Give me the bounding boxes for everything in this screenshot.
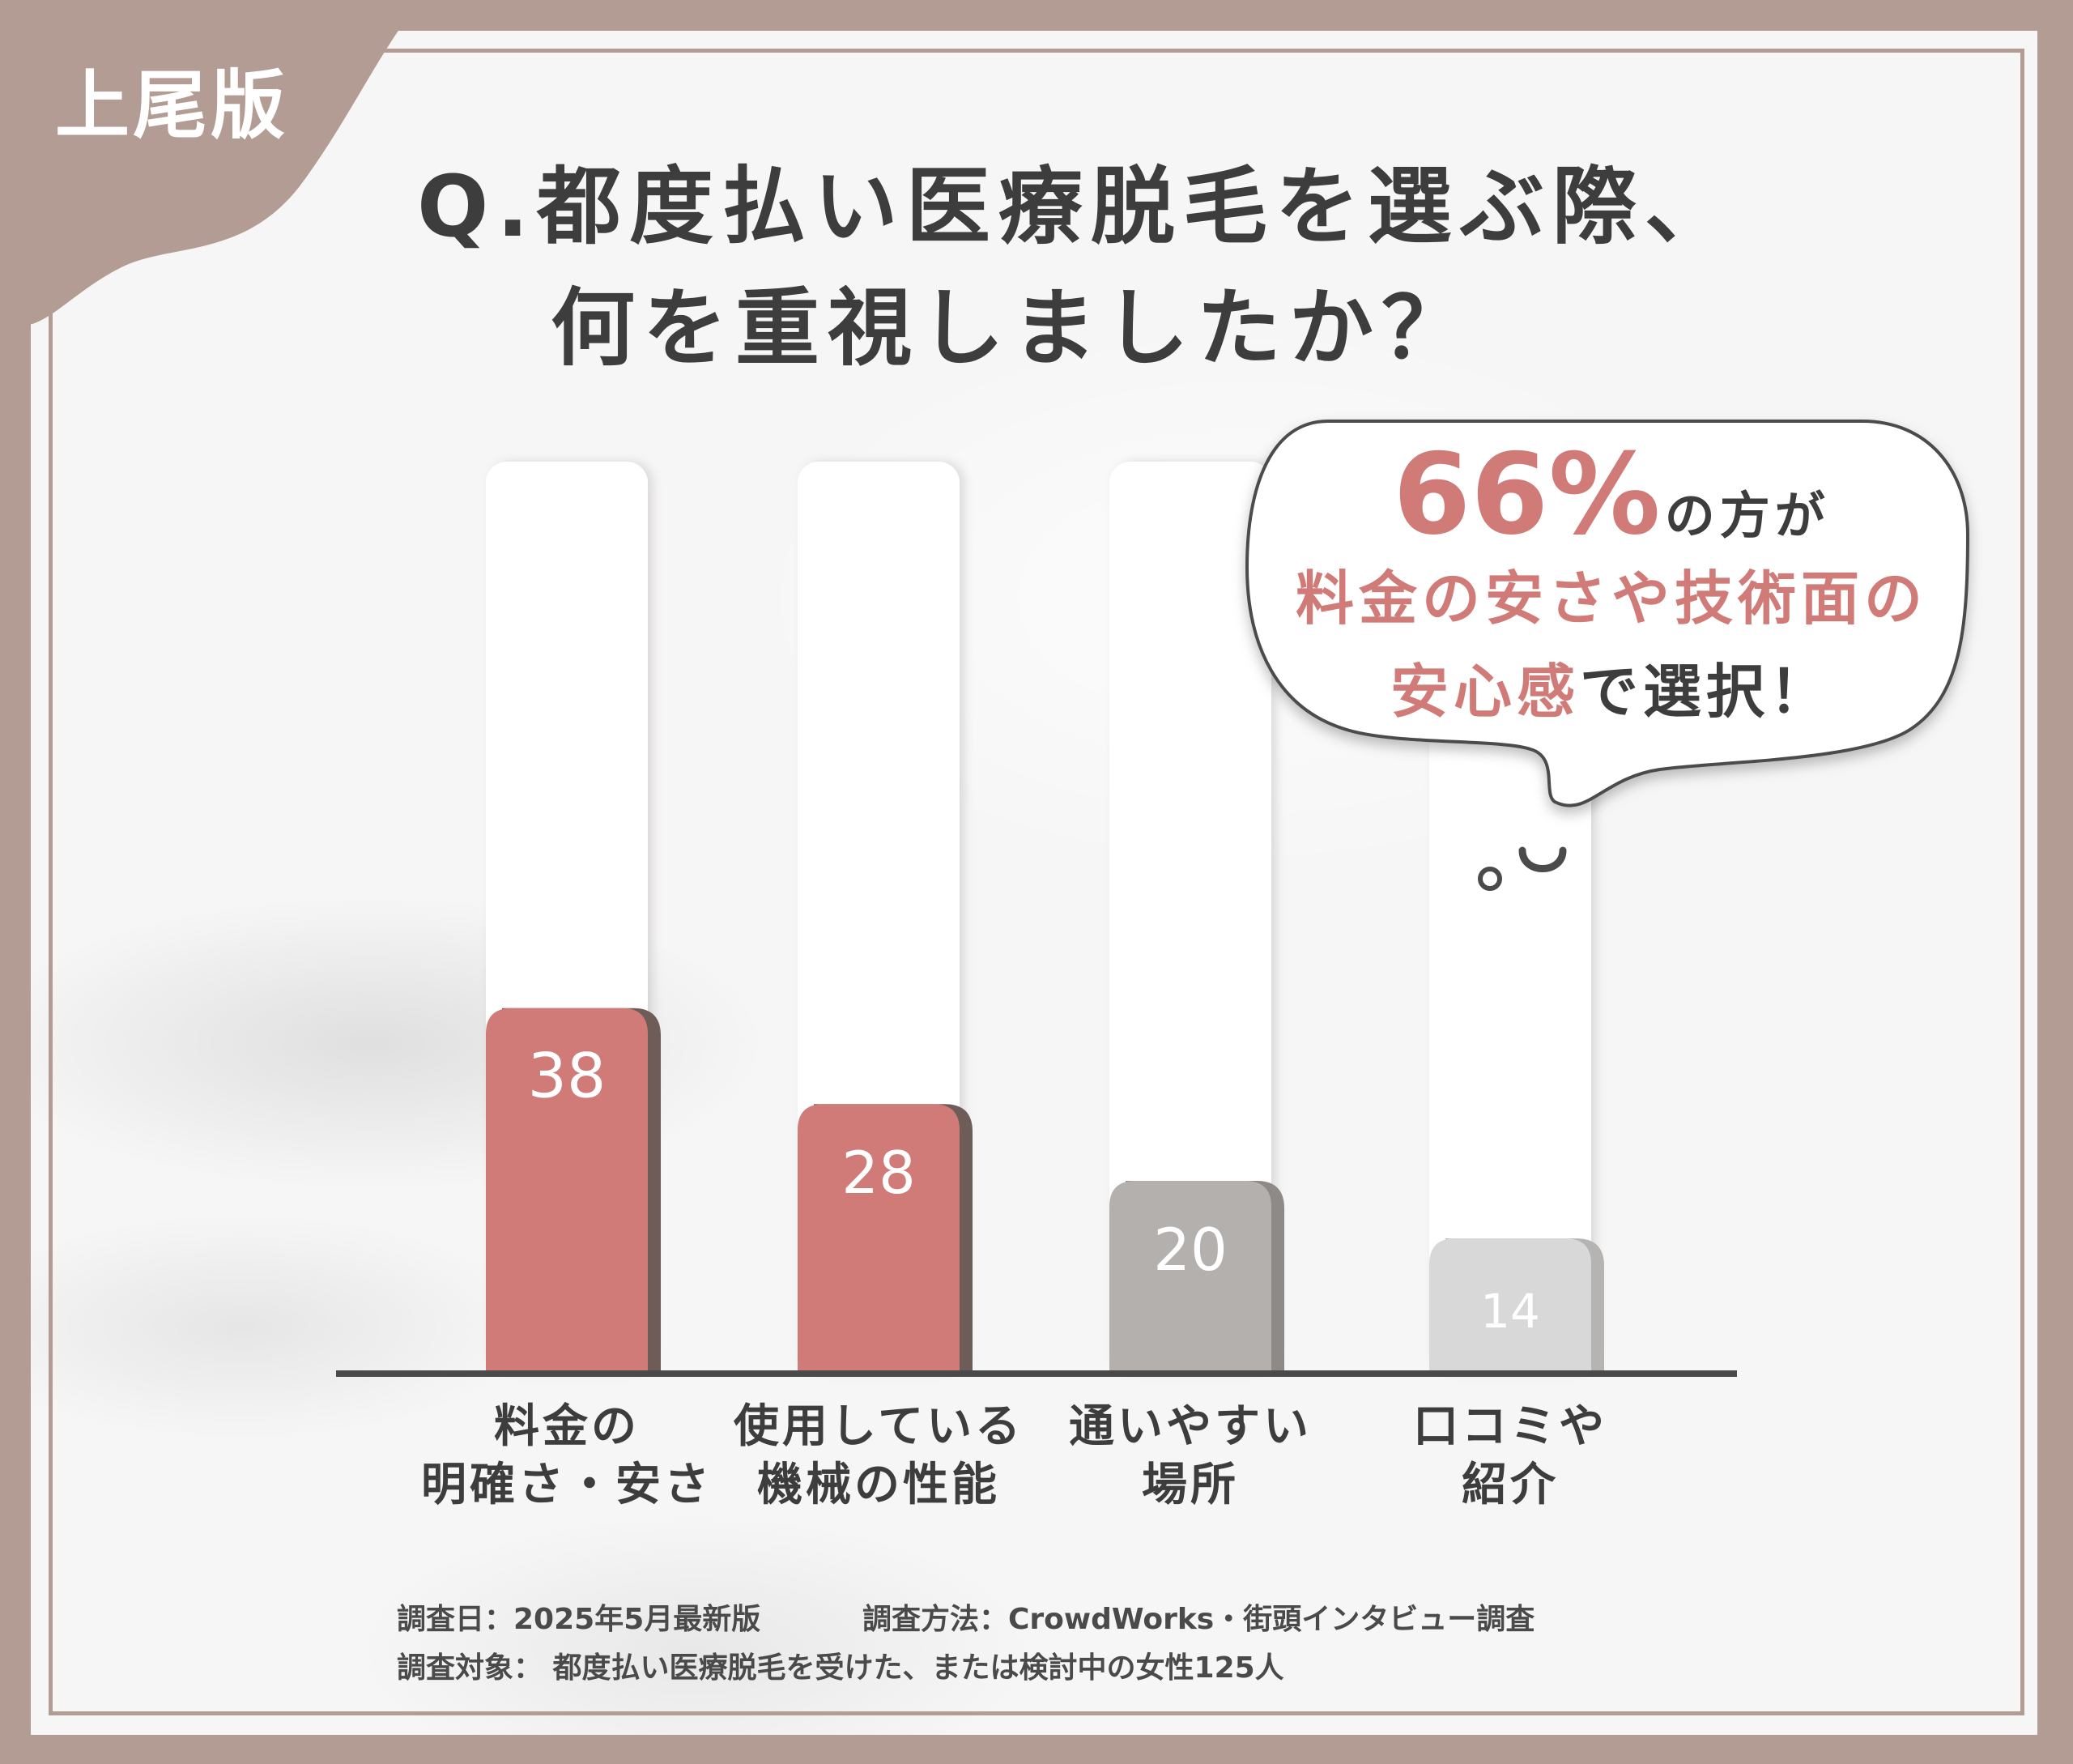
bar: [798, 1104, 960, 1373]
category-label: 料金の: [494, 1400, 640, 1453]
chart-title-line-2: 何を重視しましたか？: [551, 279, 1475, 377]
x-axis-line: [336, 1370, 1737, 1377]
bar-value-label: 28: [841, 1139, 916, 1207]
bar-track: [1109, 462, 1271, 1373]
bar-value-label: 38: [528, 1040, 607, 1112]
bar: [1109, 1181, 1271, 1373]
callout-percent-line: 66% の方が: [1251, 429, 1972, 560]
chart-title-line-1: Q.都度払い医療脱毛を選ぶ際、: [417, 157, 1737, 256]
category-label: 口コミや: [1413, 1400, 1607, 1453]
corner-badge-shape: [0, 0, 421, 328]
inner-border: [49, 49, 2024, 1715]
callout-line-3: 安心感で選択！: [1251, 644, 1972, 729]
callout-line-2: 料金の安さや技術面の: [1295, 565, 1927, 633]
survey-target: 調査対象： 都度払い医療脱毛を受けた、または検討中の女性125人: [397, 1651, 1284, 1685]
callout-percent-suffix: の方が: [1664, 486, 1830, 545]
survey-method: 調査方法：CrowdWorks・街頭インタビュー調査: [862, 1603, 1535, 1636]
callout-percent: 66%: [1393, 429, 1661, 560]
bar: [486, 1008, 648, 1373]
survey-date: 調査日：2025年5月最新版: [397, 1603, 761, 1636]
bar-value-label: 20: [1153, 1216, 1228, 1284]
bar-value-label: 14: [1480, 1284, 1540, 1339]
bar: [1429, 1238, 1591, 1373]
category-label: 場所: [1142, 1459, 1239, 1511]
category-label: 紹介: [1462, 1459, 1559, 1511]
callout-line-3-rest: で選択！: [1580, 658, 1833, 726]
category-label: 明確さ・安さ: [421, 1459, 713, 1511]
category-label: 通いやすい: [1069, 1400, 1312, 1453]
chart-frame: [31, 31, 2037, 1735]
category-label: 使用している: [734, 1400, 1024, 1453]
category-label: 機械の性能: [757, 1459, 1000, 1511]
region-badge: 上尾版: [55, 62, 289, 149]
callout-highlight: 安心感: [1390, 658, 1580, 726]
